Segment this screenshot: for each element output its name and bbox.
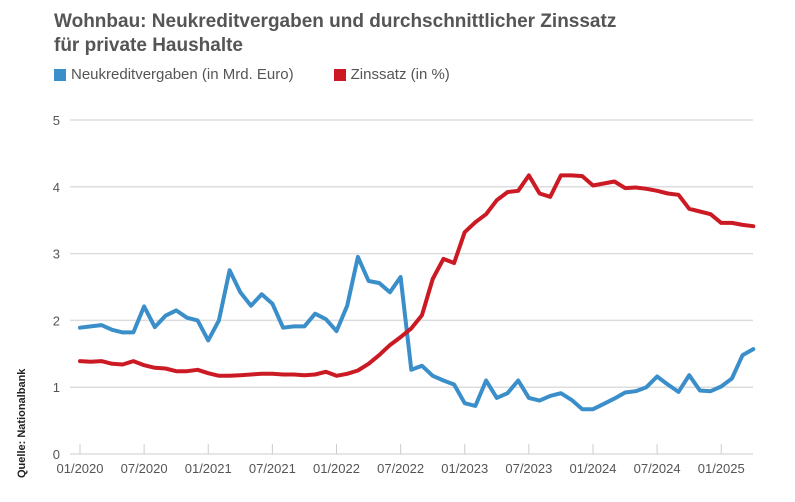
chart-title: Wohnbau: Neukreditvergaben und durchschn… <box>54 10 616 58</box>
series-line-zinssatz <box>78 173 756 378</box>
chart-title-line-2: für private Haushalte <box>54 35 243 56</box>
x-tick-label: 07/2021 <box>249 461 296 476</box>
x-axis: 01/2020 07/2020 01/2021 07/2021 01/2022 07/20… <box>57 444 745 476</box>
source-note: Quelle: Nationalbank <box>16 368 28 478</box>
x-tick-label: 01/2023 <box>441 461 488 476</box>
x-tick-label: 01/2024 <box>569 461 616 476</box>
series-line-neukreditvergaben <box>78 254 756 412</box>
y-tick-label: 1 <box>53 380 60 395</box>
chart-title-line-1: Wohnbau: Neukreditvergaben und durchschn… <box>54 11 617 32</box>
legend-label-zinssatz: Zinssatz (in %) <box>350 66 450 83</box>
legend: Neukreditvergaben (in Mrd. Euro) Zinssat… <box>54 66 490 83</box>
y-tick-label: 2 <box>53 313 60 328</box>
gridlines <box>70 119 753 455</box>
x-tick-label: 01/2020 <box>57 461 104 476</box>
series-lines <box>78 173 756 412</box>
y-tick-label: 4 <box>53 180 60 195</box>
x-tick-label: 07/2020 <box>121 461 168 476</box>
legend-item-zinssatz: Zinssatz (in %) <box>333 66 450 83</box>
legend-swatch-neukredit <box>54 68 66 81</box>
y-axis-labels: 0 1 2 3 4 5 <box>53 113 60 462</box>
legend-label-neukredit: Neukreditvergaben (in Mrd. Euro) <box>71 66 294 83</box>
x-tick-label: 07/2023 <box>505 461 552 476</box>
y-tick-label: 3 <box>53 247 60 262</box>
x-tick-label: 01/2025 <box>698 461 745 476</box>
x-tick-label: 01/2021 <box>185 461 232 476</box>
legend-item-neukredit: Neukreditvergaben (in Mrd. Euro) <box>54 66 294 83</box>
legend-swatch-zinssatz <box>333 68 346 81</box>
x-tick-label: 01/2022 <box>313 461 360 476</box>
x-tick-label: 07/2024 <box>634 461 681 476</box>
x-tick-label: 07/2022 <box>377 461 424 476</box>
y-tick-label: 5 <box>53 113 60 128</box>
y-tick-label: 0 <box>53 447 60 462</box>
